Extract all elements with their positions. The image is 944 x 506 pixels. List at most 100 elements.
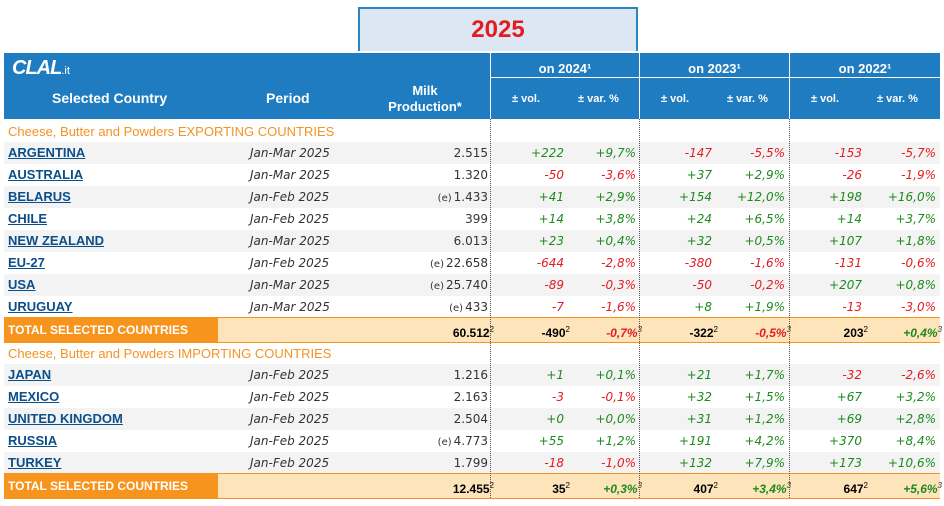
country-link[interactable]: RUSSIA bbox=[8, 433, 58, 448]
country-link[interactable]: USA bbox=[8, 277, 36, 292]
period-cell: Jan-Feb 2025 bbox=[250, 412, 330, 426]
period-cell: Jan-Mar 2025 bbox=[250, 278, 330, 292]
country-link[interactable]: CHILE bbox=[8, 211, 47, 226]
table-row: RUSSIA Jan-Feb 2025 (e) 4.773 +55 +1,2% +191 +4… bbox=[4, 430, 940, 452]
total-vol-cell: 352 bbox=[552, 474, 570, 498]
total-var-value: -0,5% bbox=[755, 326, 787, 340]
header-vol-2022: ± vol. bbox=[811, 93, 840, 105]
country-link[interactable]: MEXICO bbox=[8, 389, 60, 404]
period-cell: Jan-Feb 2025 bbox=[250, 368, 330, 382]
var-cell: +3,7% bbox=[895, 208, 936, 230]
total-vol-value: -322 bbox=[689, 326, 714, 340]
var-cell: -1,9% bbox=[901, 164, 936, 186]
table-row: URUGUAY Jan-Mar 2025 (e) 433 -7 -1,6% +8 +1,9% -… bbox=[4, 296, 940, 318]
var-cell-value: +3,2% bbox=[895, 390, 936, 404]
total-vol-cell: 2032 bbox=[844, 318, 868, 342]
total-milk-value: 12.455 bbox=[452, 482, 490, 496]
table-row: CHILE Jan-Feb 2025 399 +14 +3,8% +24 +6,5% +14 +… bbox=[4, 208, 940, 230]
milk-production-cell: (e) 4.773 bbox=[438, 430, 488, 452]
table-row: USA Jan-Mar 2025 (e) 25.740 -89 -0,3% -50 -0,2%… bbox=[4, 274, 940, 296]
vol-cell: +21 bbox=[687, 364, 712, 386]
vol-cell-value: +32 bbox=[686, 234, 712, 248]
var-cell: +2,9% bbox=[744, 164, 785, 186]
country-link[interactable]: AUSTRALIA bbox=[8, 167, 84, 182]
vol-cell: +23 bbox=[539, 230, 564, 252]
var-cell: +1,5% bbox=[744, 386, 785, 408]
footnote-3: 3 bbox=[786, 325, 791, 334]
vol-cell-value: +154 bbox=[679, 190, 712, 204]
vol-cell-value: +41 bbox=[538, 190, 564, 204]
country-link[interactable]: NEW ZEALAND bbox=[8, 233, 105, 248]
vol-cell: +41 bbox=[539, 186, 564, 208]
milk-production-value: 433 bbox=[465, 300, 488, 314]
country-link[interactable]: BELARUS bbox=[8, 189, 71, 204]
country-link[interactable]: TURKEY bbox=[8, 455, 62, 470]
header-milk-line2: Production* bbox=[388, 99, 462, 114]
vol-cell-value: -89 bbox=[544, 278, 564, 292]
header-divider bbox=[789, 53, 790, 119]
milk-production-value: 1.433 bbox=[453, 190, 488, 204]
total-var-cell: +5,6%3 bbox=[903, 474, 942, 498]
total-var-value: -0,7% bbox=[606, 326, 638, 340]
country-link[interactable]: UNITED KINGDOM bbox=[8, 411, 123, 426]
vol-cell: -13 bbox=[842, 296, 862, 318]
var-cell: +6,5% bbox=[744, 208, 785, 230]
vol-cell: -153 bbox=[835, 142, 862, 164]
var-cell-value: +0,1% bbox=[595, 368, 636, 382]
vol-cell: +154 bbox=[679, 186, 712, 208]
country-link[interactable]: ARGENTINA bbox=[8, 145, 86, 160]
vol-cell-value: +67 bbox=[836, 390, 862, 404]
var-cell: +0,8% bbox=[895, 274, 936, 296]
milk-production-value: 399 bbox=[465, 212, 488, 226]
vol-cell-value: +37 bbox=[686, 168, 712, 182]
header-group-2022: on 2022¹ bbox=[838, 60, 892, 76]
total-label: TOTAL SELECTED COUNTRIES bbox=[4, 318, 218, 342]
var-cell-value: +1,2% bbox=[595, 434, 636, 448]
var-cell: +1,7% bbox=[744, 364, 785, 386]
var-cell-value: -2,8% bbox=[601, 256, 636, 270]
period-cell: Jan-Feb 2025 bbox=[250, 190, 330, 204]
vol-cell-value: +132 bbox=[679, 456, 712, 470]
vol-cell-value: +173 bbox=[829, 456, 862, 470]
vol-cell-value: +69 bbox=[836, 412, 862, 426]
var-cell-value: -1,0% bbox=[601, 456, 636, 470]
estimate-marker: (e) bbox=[449, 303, 464, 314]
country-link[interactable]: EU-27 bbox=[8, 255, 45, 270]
milk-production-value: 22.658 bbox=[446, 256, 488, 270]
footnote-2: 2 bbox=[489, 481, 494, 490]
vol-cell-value: +198 bbox=[829, 190, 862, 204]
period-cell: Jan-Feb 2025 bbox=[250, 390, 330, 404]
var-cell-value: +4,2% bbox=[744, 434, 785, 448]
vol-cell-value: -644 bbox=[536, 256, 564, 270]
estimate-marker: (e) bbox=[437, 193, 452, 204]
clal-logo[interactable]: CLAL.it bbox=[12, 57, 70, 80]
milk-production-value: 25.740 bbox=[446, 278, 488, 292]
var-cell-value: +10,6% bbox=[887, 456, 936, 470]
milk-production-cell: (e) 25.740 bbox=[430, 274, 488, 296]
milk-production-cell: 6.013 bbox=[454, 230, 488, 252]
var-cell: -3,6% bbox=[601, 164, 636, 186]
table-header: CLAL.it Selected Country Period Milk Prod… bbox=[4, 53, 940, 119]
vol-cell-value: -18 bbox=[544, 456, 564, 470]
var-cell-value: -1,9% bbox=[901, 168, 936, 182]
country-link[interactable]: URUGUAY bbox=[8, 299, 73, 314]
vol-cell-value: -153 bbox=[834, 146, 862, 160]
var-cell: +0,1% bbox=[595, 364, 636, 386]
vol-cell: -380 bbox=[685, 252, 712, 274]
footnote-2: 2 bbox=[489, 325, 494, 334]
var-cell: +0,5% bbox=[744, 230, 785, 252]
vol-cell-value: -26 bbox=[842, 168, 862, 182]
country-link[interactable]: JAPAN bbox=[8, 367, 52, 382]
footnote-3: 3 bbox=[937, 325, 942, 334]
period-cell: Jan-Feb 2025 bbox=[250, 456, 330, 470]
var-cell-value: -0,3% bbox=[601, 278, 636, 292]
vol-cell: +31 bbox=[687, 408, 712, 430]
var-cell: +9,7% bbox=[595, 142, 636, 164]
vol-cell: -7 bbox=[552, 296, 564, 318]
vol-cell: +67 bbox=[837, 386, 862, 408]
milk-production-cell: (e) 1.433 bbox=[438, 186, 488, 208]
header-vol-2023: ± vol. bbox=[661, 93, 690, 105]
var-cell-value: +6,5% bbox=[744, 212, 785, 226]
vol-cell-value: +0 bbox=[546, 412, 564, 426]
var-cell: -1,0% bbox=[601, 452, 636, 474]
